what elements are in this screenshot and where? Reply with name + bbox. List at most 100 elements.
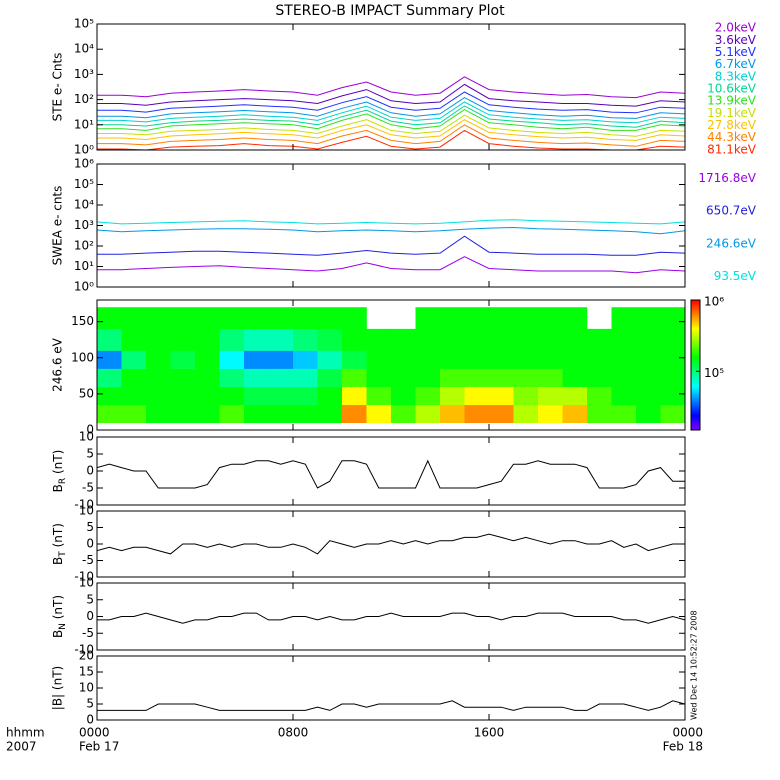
- y-tick-label: -10: [74, 498, 94, 512]
- data-line: [97, 256, 685, 274]
- legend-entry: 19.1keV: [707, 106, 757, 120]
- heatmap-cell: [244, 307, 269, 330]
- heatmap-cell: [489, 404, 514, 424]
- heatmap-cell: [538, 368, 563, 387]
- heatmap-cell: [538, 307, 563, 330]
- data-line: [97, 97, 685, 119]
- heatmap-cell: [293, 350, 318, 369]
- y-tick-label: 0: [86, 423, 94, 437]
- heatmap-cell: [489, 368, 514, 387]
- date-label: Feb 17: [79, 740, 119, 754]
- heatmap-cell: [391, 328, 416, 351]
- y-axis-label: 246.6 eV: [51, 337, 65, 392]
- heatmap-cell: [391, 350, 416, 369]
- heatmap-cell: [244, 386, 269, 406]
- heatmap-cell: [195, 328, 220, 351]
- heatmap-cell: [636, 368, 661, 387]
- heatmap-cell: [366, 368, 392, 387]
- y-tick-label: 50: [79, 386, 94, 400]
- heatmap-cell: [415, 328, 441, 351]
- plot-title: STEREO-B IMPACT Summary Plot: [275, 3, 505, 19]
- y-tick-label: 10⁴: [74, 42, 94, 56]
- y-axis-label: BR (nT): [51, 450, 68, 493]
- heatmap-cell: [244, 404, 269, 424]
- y-tick-label: 15: [79, 665, 94, 679]
- y-tick-label: -5: [82, 626, 94, 640]
- legend-entry: 10.6keV: [707, 82, 757, 96]
- y-axis-label-main: B: [51, 630, 65, 638]
- heatmap-cell: [366, 386, 392, 406]
- heatmap-cell: [562, 368, 588, 387]
- y-tick-label: 10⁶: [74, 157, 94, 171]
- heatmap-cell: [219, 368, 245, 387]
- heatmap-cell: [538, 350, 563, 369]
- heatmap-cell: [587, 350, 612, 369]
- heatmap-cell: [268, 350, 294, 369]
- heatmap-cell: [146, 404, 171, 424]
- heatmap-cell: [170, 350, 196, 369]
- heatmap-cell: [391, 386, 416, 406]
- heatmap-cell: [366, 350, 392, 369]
- panel-frame: [96, 299, 686, 431]
- heatmap-cell: [464, 386, 490, 406]
- heatmap-cell: [121, 386, 147, 406]
- heatmap-cell: [268, 404, 294, 424]
- heatmap-cell: [415, 307, 441, 330]
- heatmap-cell: [538, 328, 563, 351]
- heatmap-cell: [97, 404, 122, 424]
- panel: 10⁰ 10¹ 10² 10³ 10⁴ 10⁵ STE e- Cnts: [51, 17, 686, 157]
- x-tick-label: 0000: [79, 726, 110, 740]
- heatmap-cell: [195, 368, 220, 387]
- heatmap-cell: [268, 368, 294, 387]
- heatmap-cell: [342, 404, 367, 424]
- y-tick-label: 10⁰: [74, 143, 94, 157]
- heatmap-cell: [366, 404, 392, 424]
- y-axis-label-main: B: [51, 484, 65, 492]
- y-tick-label: 0: [86, 464, 94, 478]
- legend-entry: 650.7eV: [706, 204, 757, 218]
- panel: -10 -5 0 5 10 BR (nT): [51, 430, 686, 512]
- legend-entry: 2.0keV: [715, 21, 757, 35]
- legend-entry: 5.1keV: [715, 45, 757, 59]
- y-tick-label: 100: [71, 350, 94, 364]
- heatmap-cell: [342, 368, 367, 387]
- heatmap-cell: [636, 404, 661, 424]
- data-line: [97, 109, 685, 131]
- data-line: [97, 124, 685, 147]
- legend-entry: 81.1keV: [707, 142, 757, 156]
- heatmap-cell: [219, 307, 245, 330]
- y-tick-label: 10¹: [74, 259, 94, 273]
- data-line: [97, 101, 685, 124]
- legend-entry: 1716.8eV: [698, 171, 756, 185]
- y-tick-label: 10: [79, 430, 94, 444]
- heatmap-cell: [170, 386, 196, 406]
- heatmap-cell: [146, 307, 171, 330]
- legend-entry: 6.7keV: [715, 57, 757, 71]
- y-tick-label: -10: [74, 643, 94, 657]
- heatmap-cell: [121, 307, 147, 330]
- data-line: [97, 235, 685, 256]
- heatmap-cell: [440, 386, 465, 406]
- heatmap-cell: [562, 350, 588, 369]
- timestamp: Wed Dec 14 10:52:27 2008: [690, 610, 699, 720]
- heatmap-cell: [317, 328, 343, 351]
- y-tick-label: 0: [86, 537, 94, 551]
- heatmap-cell: [146, 350, 171, 369]
- heatmap-cell: [440, 404, 465, 424]
- y-axis-label-unit: (nT): [51, 450, 65, 478]
- date-label: Feb 18: [663, 740, 703, 754]
- panel: -10 -5 0 5 10 BT (nT): [51, 504, 686, 584]
- heatmap-cell: [464, 350, 490, 369]
- data-line: [97, 119, 685, 141]
- data-line: [97, 533, 685, 555]
- y-tick-label: 10²: [74, 239, 94, 253]
- heatmap-cell: [660, 368, 686, 387]
- heatmap-cell: [464, 307, 490, 330]
- heatmap-cell: [489, 328, 514, 351]
- colorbar: [690, 299, 701, 431]
- y-axis-label: STE e- Cnts: [51, 53, 65, 122]
- y-tick-label: 20: [79, 649, 94, 663]
- legend-entry: 93.5eV: [714, 269, 757, 283]
- heatmap-cell: [121, 404, 147, 424]
